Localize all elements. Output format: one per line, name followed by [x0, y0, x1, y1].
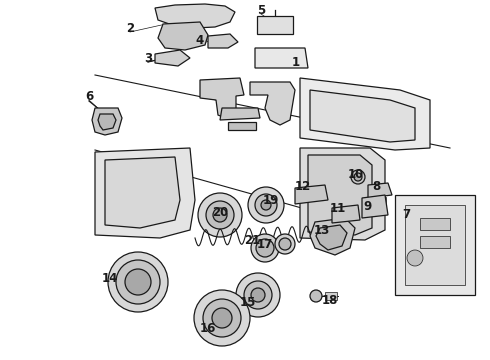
- Bar: [376, 197, 380, 203]
- Circle shape: [198, 193, 242, 237]
- Polygon shape: [295, 185, 328, 204]
- Circle shape: [251, 234, 279, 262]
- Polygon shape: [310, 218, 355, 255]
- Text: 13: 13: [314, 225, 330, 238]
- Polygon shape: [332, 205, 360, 223]
- Bar: [405, 205, 465, 285]
- Text: 4: 4: [196, 33, 204, 46]
- Text: 15: 15: [240, 297, 256, 310]
- Bar: [420, 236, 450, 248]
- Polygon shape: [158, 22, 208, 50]
- Bar: [257, 16, 293, 34]
- Bar: [382, 197, 386, 203]
- Bar: [395, 195, 475, 295]
- Bar: [370, 197, 374, 203]
- Polygon shape: [300, 78, 430, 150]
- Text: 18: 18: [322, 293, 338, 306]
- Circle shape: [236, 273, 280, 317]
- Polygon shape: [200, 78, 244, 118]
- Circle shape: [125, 269, 151, 295]
- Text: 14: 14: [102, 271, 118, 284]
- Text: 20: 20: [212, 207, 228, 220]
- Circle shape: [116, 260, 160, 304]
- Text: 5: 5: [257, 4, 265, 17]
- Circle shape: [108, 252, 168, 312]
- Polygon shape: [362, 195, 388, 218]
- Bar: [420, 218, 450, 230]
- Text: 12: 12: [295, 180, 311, 193]
- Text: 1: 1: [292, 55, 300, 68]
- Circle shape: [248, 187, 284, 223]
- Text: 3: 3: [144, 51, 152, 64]
- Polygon shape: [310, 90, 415, 142]
- Polygon shape: [155, 4, 235, 28]
- Circle shape: [244, 281, 272, 309]
- Text: 8: 8: [372, 180, 380, 194]
- Text: 6: 6: [85, 90, 93, 104]
- Polygon shape: [220, 108, 260, 120]
- Circle shape: [256, 239, 274, 257]
- Bar: [325, 292, 337, 300]
- Polygon shape: [250, 82, 295, 125]
- Circle shape: [310, 290, 322, 302]
- Text: 11: 11: [330, 202, 346, 215]
- Circle shape: [212, 308, 232, 328]
- Text: 7: 7: [402, 207, 410, 220]
- Circle shape: [354, 173, 362, 181]
- Circle shape: [255, 194, 277, 216]
- Polygon shape: [228, 122, 256, 130]
- Circle shape: [407, 250, 423, 266]
- Polygon shape: [255, 48, 308, 68]
- Polygon shape: [208, 34, 238, 48]
- Circle shape: [213, 208, 227, 222]
- Polygon shape: [155, 50, 190, 66]
- Text: 17: 17: [257, 238, 273, 251]
- Polygon shape: [105, 157, 180, 228]
- Text: 10: 10: [348, 168, 364, 181]
- Text: 19: 19: [263, 194, 279, 207]
- Text: 9: 9: [363, 201, 371, 213]
- Text: 16: 16: [200, 321, 216, 334]
- Polygon shape: [316, 225, 347, 250]
- Circle shape: [194, 290, 250, 346]
- Circle shape: [279, 238, 291, 250]
- Text: 21: 21: [244, 234, 260, 247]
- Polygon shape: [308, 155, 372, 235]
- Circle shape: [261, 200, 271, 210]
- Circle shape: [275, 234, 295, 254]
- Circle shape: [206, 201, 234, 229]
- Polygon shape: [95, 148, 195, 238]
- Polygon shape: [92, 108, 122, 135]
- Polygon shape: [300, 148, 385, 240]
- Circle shape: [251, 288, 265, 302]
- Polygon shape: [368, 183, 392, 198]
- Circle shape: [203, 299, 241, 337]
- Text: 2: 2: [126, 22, 134, 35]
- Circle shape: [351, 170, 365, 184]
- Polygon shape: [98, 114, 116, 130]
